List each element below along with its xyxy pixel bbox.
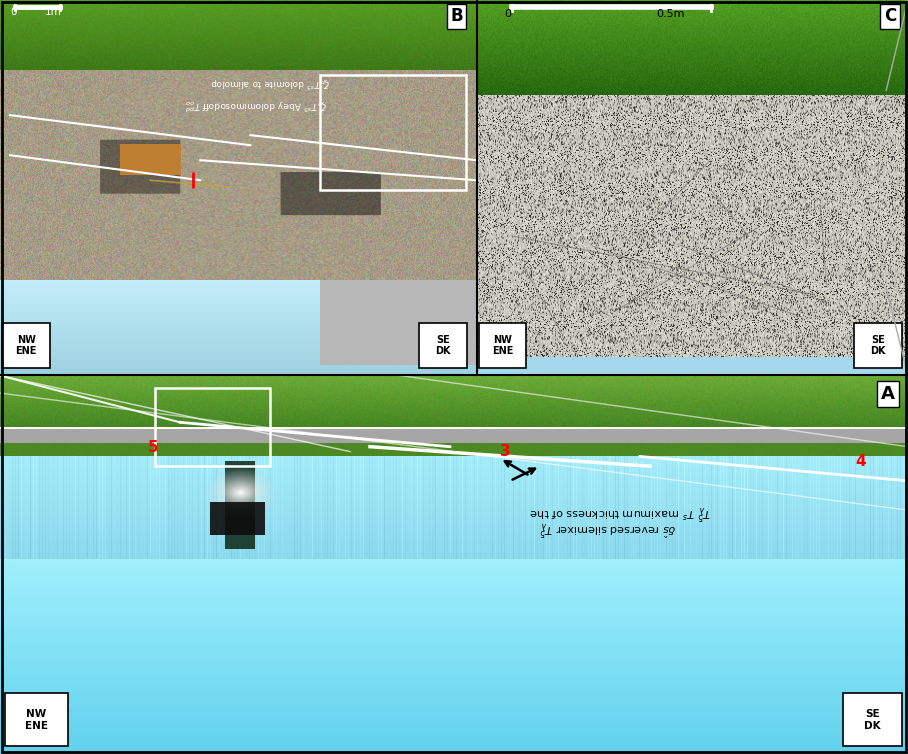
Text: NW
ENE: NW ENE [25,709,48,731]
Bar [843,694,902,746]
Text: SE
DK: SE DK [436,335,451,356]
Text: $\zeta_p T^{s3}$ dolomite to alimolop: $\zeta_p T^{s3}$ dolomite to alimolop [211,75,331,90]
Text: 0: 0 [505,9,511,19]
Text: $\delta\hat{s}$ reversed silemixer $T^5_\lambda$: $\delta\hat{s}$ reversed silemixer $T^5_… [539,519,676,538]
Bar [5,694,68,746]
Bar [479,323,527,368]
Text: B: B [450,7,463,25]
Text: 0: 0 [10,7,16,17]
Bar [155,388,270,466]
Text: A: A [881,385,895,403]
Bar [321,75,466,190]
Text: SE
DK: SE DK [864,709,881,731]
Bar [854,323,902,368]
Text: 1m: 1m [45,7,62,17]
Text: C: C [883,7,896,25]
Text: 3: 3 [500,444,510,459]
Text: 4: 4 [855,454,865,469]
Text: NW
ENE: NW ENE [492,335,513,356]
Text: 0.5m: 0.5m [656,9,685,19]
Text: 5: 5 [148,440,159,455]
Text: NW
ENE: NW ENE [15,335,37,356]
Text: SE
DK: SE DK [870,335,885,356]
Bar [3,323,50,368]
Text: $T^5_\lambda$ $T^s$ maximum thickness of the: $T^5_\lambda$ $T^s$ maximum thickness of… [529,502,711,522]
Text: $\zeta_p T^{s3}$ Abey dolomimosodoff $T^{pd}_{oo}$: $\zeta_p T^{s3}$ Abey dolomimosodoff $T^… [184,97,327,112]
Bar [419,323,468,368]
